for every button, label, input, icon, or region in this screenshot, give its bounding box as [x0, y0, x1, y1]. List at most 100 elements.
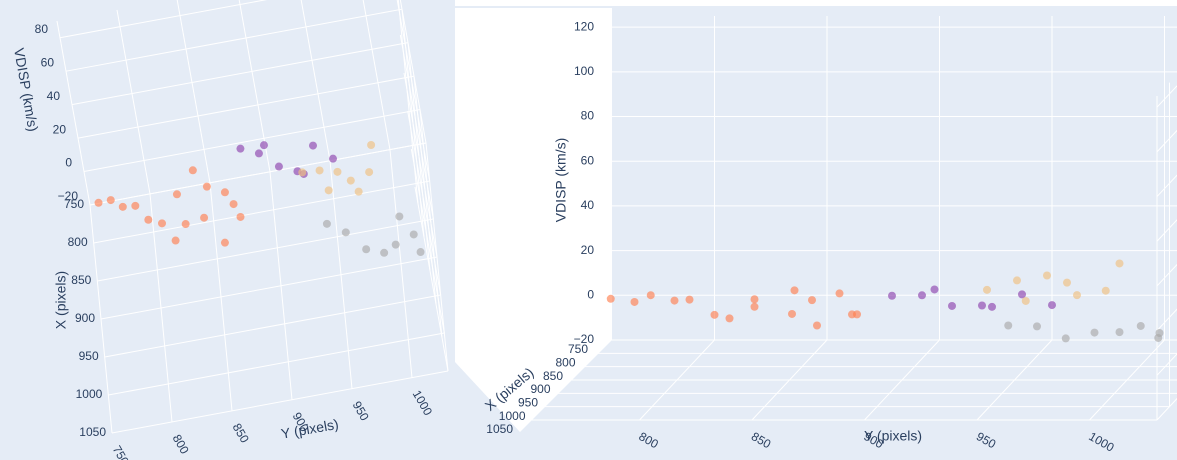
- point: [670, 296, 679, 305]
- point: [329, 154, 337, 163]
- grid-line: [362, 0, 391, 150]
- point: [808, 296, 816, 305]
- point: [181, 220, 190, 229]
- point: [930, 285, 939, 294]
- point: [106, 196, 115, 205]
- tick-label: 60: [581, 153, 595, 167]
- panel-gap: [455, 8, 612, 432]
- grid-line: [396, 0, 431, 182]
- point: [988, 302, 996, 311]
- point: [750, 302, 759, 311]
- grid-line: [1089, 339, 1165, 421]
- grid-line: [639, 339, 715, 421]
- point: [322, 219, 331, 228]
- point: [202, 182, 211, 191]
- grid-line: [399, 0, 427, 144]
- grid-line: [97, 218, 434, 282]
- tick-label: 20: [581, 243, 595, 257]
- point: [1021, 296, 1030, 305]
- point: [409, 230, 418, 239]
- point: [144, 215, 153, 224]
- grid-line: [149, 193, 173, 422]
- point: [380, 248, 389, 257]
- point: [813, 321, 821, 330]
- grid-line: [300, 0, 331, 161]
- point: [1090, 328, 1099, 337]
- tick-label: 800: [555, 356, 575, 370]
- point: [171, 236, 180, 245]
- axis-title: VDISP (km/s): [553, 138, 569, 223]
- tick-label: 120: [574, 19, 594, 33]
- point: [333, 167, 342, 176]
- tick-label: 0: [587, 287, 594, 301]
- tick-label: 850: [543, 369, 563, 383]
- grid-line: [116, 9, 151, 195]
- grid-line: [410, 148, 445, 334]
- tick-label: 950: [518, 396, 538, 410]
- point: [1013, 276, 1021, 285]
- point: [888, 291, 896, 300]
- tick-label: 100: [574, 64, 594, 78]
- point: [354, 187, 363, 196]
- tick-label: 1050: [486, 422, 513, 436]
- point: [1043, 271, 1051, 280]
- grid-line: [65, 8, 403, 72]
- point: [1048, 301, 1056, 310]
- grid-line: [976, 339, 1053, 421]
- point: [298, 168, 307, 177]
- tick-label: 0: [65, 156, 72, 170]
- grid-line: [104, 294, 441, 358]
- grid-line: [864, 339, 940, 421]
- grid-line: [209, 182, 233, 411]
- point: [236, 144, 245, 153]
- tick-label: 1000: [76, 387, 103, 401]
- tick-label: 750: [64, 197, 84, 211]
- point: [229, 200, 238, 209]
- point: [416, 248, 425, 257]
- point: [172, 190, 181, 199]
- grid-line: [414, 186, 449, 372]
- point: [315, 166, 324, 175]
- grid-line: [93, 180, 430, 244]
- grid-line: [56, 20, 91, 206]
- grid-line: [77, 75, 415, 139]
- point: [365, 168, 374, 177]
- point: [853, 310, 861, 319]
- point: [220, 188, 229, 197]
- tick-label: 40: [581, 198, 595, 212]
- point: [200, 213, 209, 222]
- axis-title: X (pixels): [53, 271, 69, 329]
- tick-label: 40: [47, 89, 61, 103]
- point: [220, 238, 229, 247]
- tick-label: 20: [53, 122, 67, 136]
- grid-line: [89, 142, 427, 206]
- tick-label: 900: [75, 311, 95, 325]
- grid-line: [238, 0, 271, 172]
- point: [1061, 334, 1070, 343]
- point: [788, 309, 796, 318]
- tick-label: 750: [568, 342, 588, 356]
- tick-label: 900: [530, 382, 550, 396]
- grid-line: [329, 160, 353, 389]
- point: [646, 291, 655, 300]
- point: [236, 212, 245, 221]
- grid-line: [407, 110, 442, 296]
- grid-line: [399, 34, 434, 220]
- grid-line: [403, 72, 438, 258]
- point: [131, 201, 140, 210]
- point: [362, 245, 371, 254]
- axis-title: Y (pixels): [864, 428, 922, 444]
- point: [274, 162, 283, 171]
- grid-line: [59, 0, 268, 39]
- point: [1115, 328, 1124, 337]
- point: [1115, 259, 1124, 268]
- point: [750, 295, 759, 304]
- point: [324, 186, 333, 195]
- point: [1004, 321, 1013, 330]
- tick-label: 80: [35, 22, 49, 36]
- grid-line: [176, 0, 211, 183]
- tick-label: 850: [71, 273, 91, 287]
- point: [835, 289, 844, 298]
